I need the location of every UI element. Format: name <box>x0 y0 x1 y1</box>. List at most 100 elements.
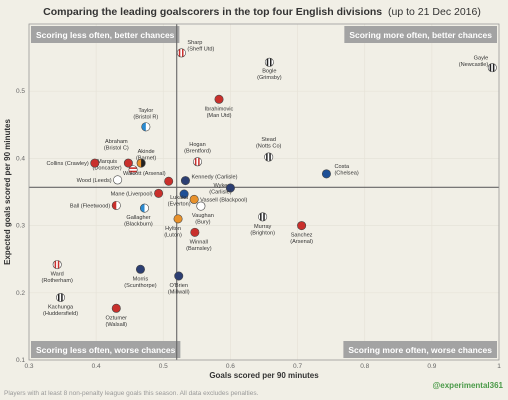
player-team-label: (Grimsby) <box>257 75 282 81</box>
scatter-point: Ibrahimovic(Man Utd) <box>205 94 234 119</box>
y-tick-label: 0.1 <box>16 357 25 364</box>
scatter-point: Winnall(Barnsley) <box>186 227 212 252</box>
x-tick-label: 0.8 <box>360 363 369 370</box>
player-dot <box>174 271 184 281</box>
scatter-point: Lukaku(Everton) <box>168 189 191 208</box>
player-team-label: (Man Utd) <box>207 113 232 119</box>
player-name-label: Akinde <box>138 149 155 155</box>
player-name-label: Gayle <box>474 56 489 62</box>
player-team-label: (Newcastle) <box>459 62 489 68</box>
quadrant-top-right-box <box>344 26 497 43</box>
scatter-point: Gayle(Newcastle) <box>459 56 497 73</box>
player-team-label: (Bristol R) <box>133 114 158 120</box>
player-dot <box>139 203 149 213</box>
player-name-label: O'Brien <box>169 283 187 289</box>
player-name-label: Hogan <box>189 142 205 148</box>
scatter-point: Walcott (Arsenal) <box>123 171 174 186</box>
player-team-label: (Sheff Utd) <box>187 46 214 52</box>
quadrant-bottom-right-box <box>343 341 497 358</box>
player-name-label: Ball (Fleetwood) <box>70 203 111 209</box>
plot-frame <box>28 23 500 361</box>
quadrant-bottom-left-box <box>31 341 181 358</box>
player-name-label: Hylton <box>165 226 181 232</box>
x-axis-label: Goals scored per 90 minutes <box>209 371 319 380</box>
scatter-point: Abraham(Bristol C) <box>104 139 133 168</box>
quadrant-bottom-left: Scoring less often, worse chances <box>31 341 181 358</box>
scatter-point: Murray(Brighton) <box>250 212 275 236</box>
y-tick-label: 0.4 <box>16 155 25 162</box>
player-dot <box>56 293 66 303</box>
footnote: Players with at least 8 non-penalty leag… <box>4 390 259 397</box>
scatter-point: Sanchez(Arsenal) <box>290 221 313 245</box>
player-team-label: (Carlisle) <box>209 189 232 195</box>
scatter-point: Vassell (Blackpool) <box>189 194 247 204</box>
scatter-point: Stead(Notts Co) <box>256 137 282 162</box>
player-dot <box>173 214 183 224</box>
player-team-label: (Brentford) <box>184 148 211 154</box>
player-dot <box>135 264 145 274</box>
scatter-point: Ball (Fleetwood) <box>70 200 121 210</box>
player-team-label: (Millwall) <box>168 290 190 296</box>
scatter-point: Collins (Crawley) <box>47 158 100 168</box>
player-dot <box>113 175 123 185</box>
player-team-label: (Blackburn) <box>124 222 153 228</box>
player-dot <box>196 201 206 211</box>
player-dot <box>164 176 174 186</box>
data-points: Gayle(Newcastle) Sharp(Sheff Utd) Bogle(Gr… <box>41 40 497 328</box>
scatter-point: Mane (Liverpool) <box>111 188 164 198</box>
x-tick-label: 1 <box>497 363 501 370</box>
player-dot <box>487 63 497 73</box>
player-team-label: (Notts Co) <box>256 144 282 150</box>
quadrant-top-left: Scoring less often, better chances <box>31 26 180 43</box>
x-tick-label: 0.6 <box>226 363 235 370</box>
player-team-label: (Bury) <box>195 220 210 226</box>
player-name-label: Bogle <box>262 68 276 74</box>
player-name-label: Kennedy (Carlisle) <box>191 175 237 181</box>
scatter-point: Vaughan(Bury) <box>192 201 214 226</box>
player-name-label: Costa <box>334 164 350 170</box>
player-name-label: Collins (Crawley) <box>47 161 89 167</box>
scatter-point: Costa(Chelsea) <box>321 164 359 179</box>
chart-title-main: Comparing the leading goalscorers in the… <box>43 6 382 18</box>
x-tick-label: 0.5 <box>159 363 168 370</box>
scatter-point: Morris(Scunthorpe) <box>124 264 157 289</box>
player-name-label: Abraham <box>105 139 128 145</box>
player-dot <box>321 169 331 179</box>
y-tick-label: 0.2 <box>16 290 25 297</box>
player-name-label: Gallagher <box>126 215 150 221</box>
player-name-label: Vaughan <box>192 213 214 219</box>
scatter-point: Bogle(Grimsby) <box>257 57 282 81</box>
player-dot <box>180 176 190 186</box>
player-team-label: (Rotherham) <box>41 278 73 284</box>
quadrant-top-right-text: Scoring more often, better chances <box>349 30 492 40</box>
scatter-point: Sharp(Sheff Utd) <box>176 40 214 58</box>
player-name-label: Winnall <box>190 239 208 245</box>
scatter-point: Wood (Leeds) <box>77 175 123 185</box>
chart-title-date: (up to 21 Dec 2016) <box>388 6 481 18</box>
player-team-label: (Scunthorpe) <box>124 283 156 289</box>
scatter-point: Hylton(Luton) <box>164 214 183 238</box>
player-dot <box>90 158 100 168</box>
scatter-point: Akinde(Barnet) <box>136 149 156 168</box>
player-name-label: Ward <box>51 272 64 278</box>
scatter-point: Hogan(Brentford) <box>184 142 211 167</box>
player-name-label: Vassell (Blackpool) <box>200 197 247 203</box>
player-name-label: Murray <box>254 224 272 230</box>
scatter-point: Ward(Rotherham) <box>41 260 73 284</box>
player-dot <box>225 183 235 193</box>
player-name-label: Sanchez <box>291 233 313 239</box>
player-dot <box>176 48 186 58</box>
player-team-label: (Arsenal) <box>290 239 313 245</box>
player-team-label: (Walsall) <box>106 322 128 328</box>
player-name-label: Ibrahimovic <box>205 106 234 112</box>
scatter-point: Oztumer(Walsall) <box>106 303 128 328</box>
player-team-label: (Doncaster) <box>92 165 121 171</box>
player-team-label: (Barnsley) <box>186 246 212 252</box>
player-dot <box>136 158 146 168</box>
quadrant-bottom-right: Scoring more often, worse chances <box>343 341 497 358</box>
player-team-label: (Barnet) <box>136 156 156 162</box>
quadrant-top-left-text: Scoring less often, better chances <box>36 30 175 40</box>
player-dot <box>190 227 200 237</box>
player-name-label: Morris <box>133 276 149 282</box>
player-team-label: (Bristol C) <box>104 146 129 152</box>
